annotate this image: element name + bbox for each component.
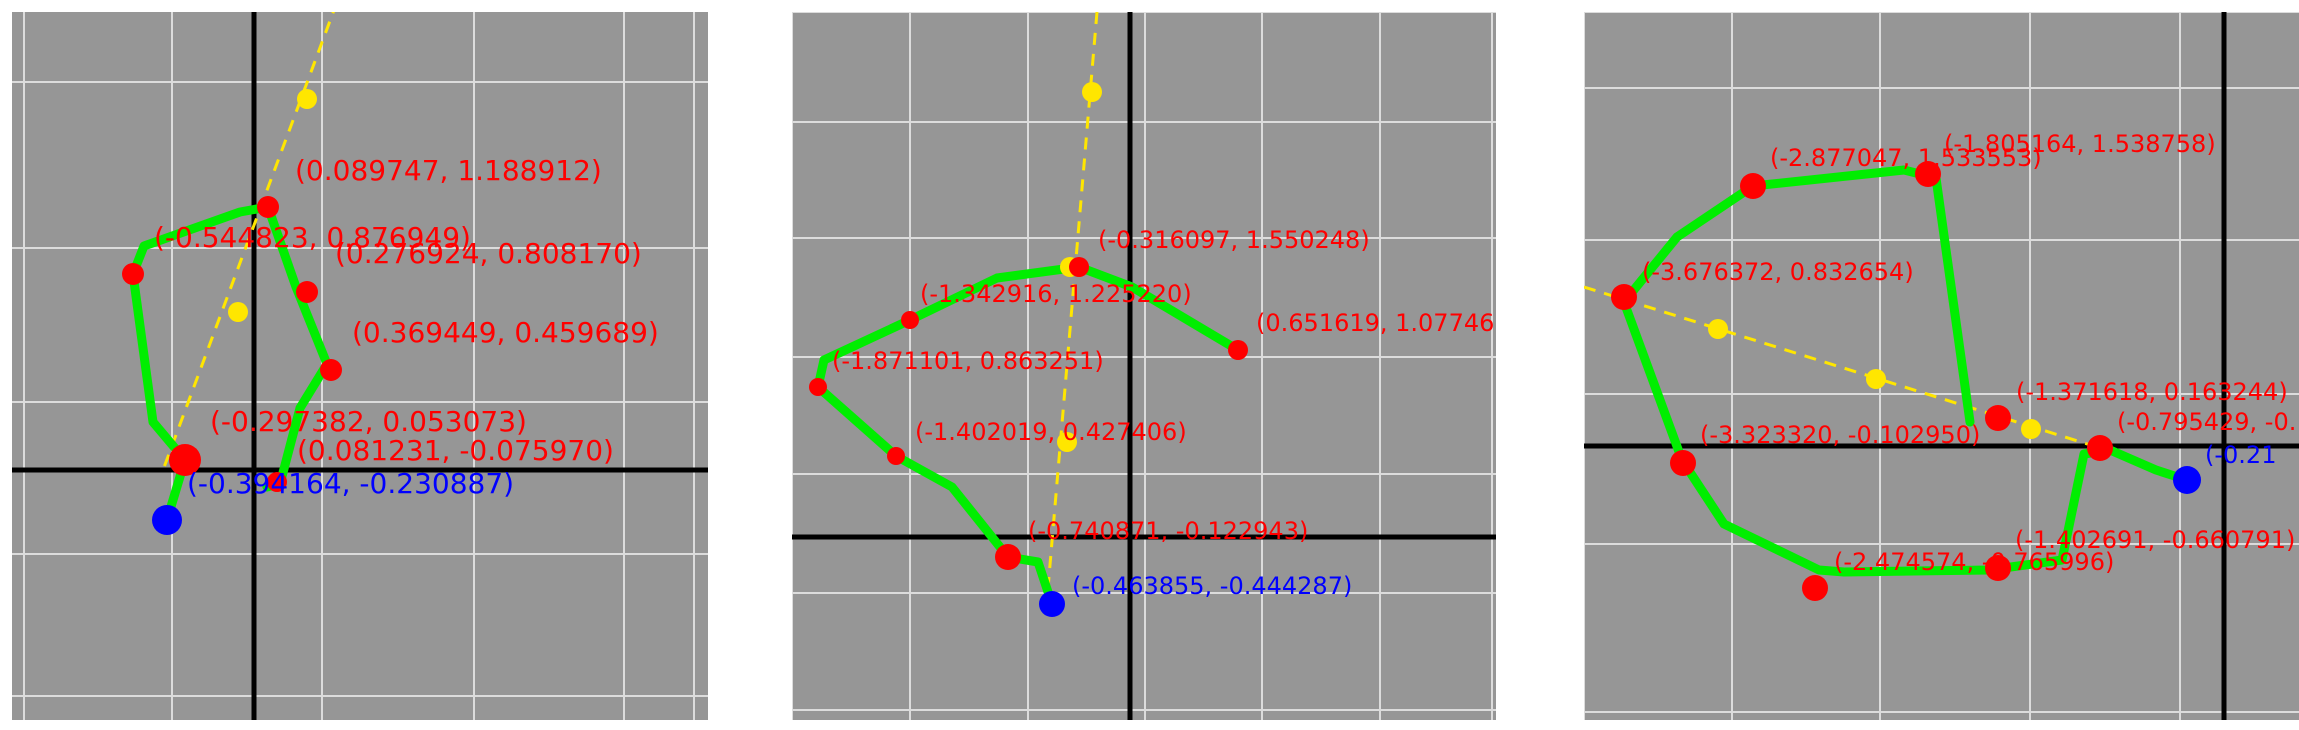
start-point <box>1039 591 1065 617</box>
guide-point <box>1866 369 1886 389</box>
plot-canvas-3: (-2.877047, 1.533553)(-1.805164, 1.53875… <box>1584 12 2299 720</box>
vertex-label: (-0.795429, -0. <box>2117 408 2296 436</box>
vertex-label: (-0.544823, 0.876949) <box>154 221 471 254</box>
vertex-point <box>1915 161 1941 187</box>
vertex-point <box>257 196 279 218</box>
vertex-point <box>296 281 318 303</box>
vertex-label: (0.651619, 1.077462) <box>1256 309 1496 337</box>
vertex-point <box>1228 340 1248 360</box>
vertex-point <box>267 472 287 492</box>
vertex-label: (-2.877047, 1.533553) <box>1770 144 2042 172</box>
guide-point <box>228 302 248 322</box>
plot-panel-1: (0.089747, 1.188912) (-0.544823, 0.876949… <box>12 12 708 720</box>
vertex-point <box>1985 405 2011 431</box>
vertex-point <box>1670 450 1696 476</box>
vertex-label: (-0.297382, 0.053073) <box>210 405 527 438</box>
vertex-label: (0.276924, 0.808170) <box>335 237 642 270</box>
vertex-point <box>122 263 144 285</box>
guide-point <box>1708 319 1728 339</box>
vertex-label: (-1.342916, 1.225220) <box>920 280 1192 308</box>
vertex-point <box>809 378 827 396</box>
vertex-label: (-0.740871, -0.122943) <box>1028 517 1308 545</box>
guide-line <box>1584 285 2101 450</box>
vertex-point <box>887 447 905 465</box>
vertex-point <box>1740 173 1766 199</box>
vertex-label: (-1.805164, 1.538758) <box>1944 130 2216 158</box>
vertex-point <box>1611 284 1637 310</box>
vertex-label: (-3.676372, 0.832654) <box>1642 258 1914 286</box>
vertex-label: (-3.323320, -0.102950) <box>1700 421 1980 449</box>
vertex-point <box>1069 257 1089 277</box>
vertex-label: (0.369449, 0.459689) <box>352 316 659 349</box>
start-point <box>2173 466 2201 494</box>
vertex-label: (-1.402019, 0.427406) <box>915 418 1187 446</box>
plot-panel-2: (-0.316097, 1.550248) (0.651619, 1.077462… <box>792 12 1496 720</box>
start-point-label: (-0.394164, -0.230887) <box>187 467 514 500</box>
vertex-point <box>901 311 919 329</box>
start-point-label: (-0.463855, -0.444287) <box>1072 572 1352 600</box>
start-point <box>152 505 182 535</box>
guide-line <box>1044 12 1099 613</box>
guide-point <box>1057 432 1077 452</box>
vertex-label: (-0.316097, 1.550248) <box>1098 226 1370 254</box>
vertex-point <box>1985 555 2011 581</box>
plot-panel-3: (-2.877047, 1.533553) (-1.805164, 1.53875… <box>1584 12 2299 720</box>
vertex-label: (0.089747, 1.188912) <box>295 154 602 187</box>
vertex-point <box>320 359 342 381</box>
vertex-point <box>2087 435 2113 461</box>
guide-point <box>1082 82 1102 102</box>
vertex-label: (-1.871101, 0.863251) <box>832 347 1104 375</box>
vertex-label: (-1.371618, 0.163244) <box>2016 378 2288 406</box>
guide-point <box>2021 419 2041 439</box>
vertex-point <box>169 444 201 476</box>
plot-canvas-1: (0.089747, 1.188912) (-0.544823, 0.876949… <box>12 12 708 720</box>
vertex-label: (-1.402691, -0.660791) <box>2015 526 2295 554</box>
vertex-point <box>995 544 1021 570</box>
vertex-label: (-2.474574, -0.765996) <box>1834 548 2114 576</box>
trajectory-path <box>128 202 332 525</box>
vertex-label: (0.081231, -0.075970) <box>297 434 614 467</box>
vertex-point <box>1802 575 1828 601</box>
trajectory-path <box>1619 165 2192 577</box>
plot-canvas-2: (-0.316097, 1.550248) (0.651619, 1.077462… <box>792 12 1496 720</box>
start-point-label: (-0.21 <box>2205 441 2276 469</box>
guide-point <box>297 89 317 109</box>
